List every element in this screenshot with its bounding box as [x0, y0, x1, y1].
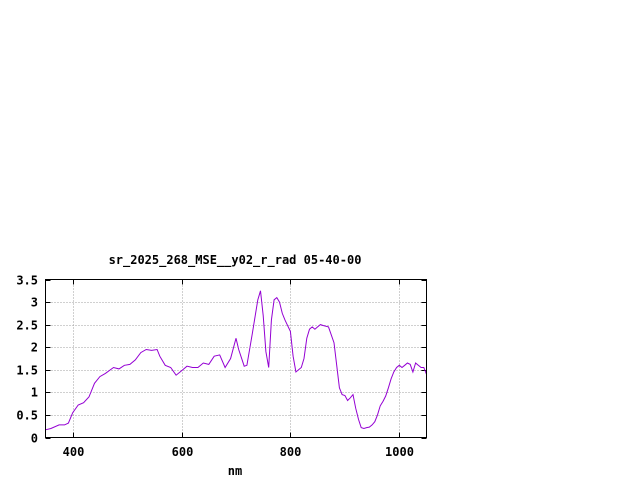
y-tick-label: 0.5 — [16, 409, 38, 423]
x-tick-label: 400 — [63, 445, 85, 459]
series-line — [45, 290, 427, 431]
plot-border — [45, 279, 427, 438]
chart-title: sr_2025_268_MSE__y02_r_rad 05-40-00 — [109, 253, 362, 268]
y-tick-label: 3 — [31, 296, 38, 310]
y-tick-label: 0 — [31, 432, 38, 446]
x-tick-label: 1000 — [385, 445, 414, 459]
y-tick-label: 1 — [31, 386, 38, 400]
x-axis-label: nm — [228, 464, 242, 478]
y-tick-label: 3.5 — [16, 274, 38, 288]
y-tick-label: 1.5 — [16, 364, 38, 378]
y-tick-label: 2 — [31, 341, 38, 355]
grid-lines — [45, 279, 427, 438]
y-axis: 0 0.5 1 1.5 2 2.5 3 3.5 — [16, 274, 427, 446]
x-tick-label: 600 — [172, 445, 194, 459]
x-axis: 400 600 800 1000 — [63, 279, 414, 459]
x-tick-label: 800 — [280, 445, 302, 459]
y-tick-label: 2.5 — [16, 319, 38, 333]
